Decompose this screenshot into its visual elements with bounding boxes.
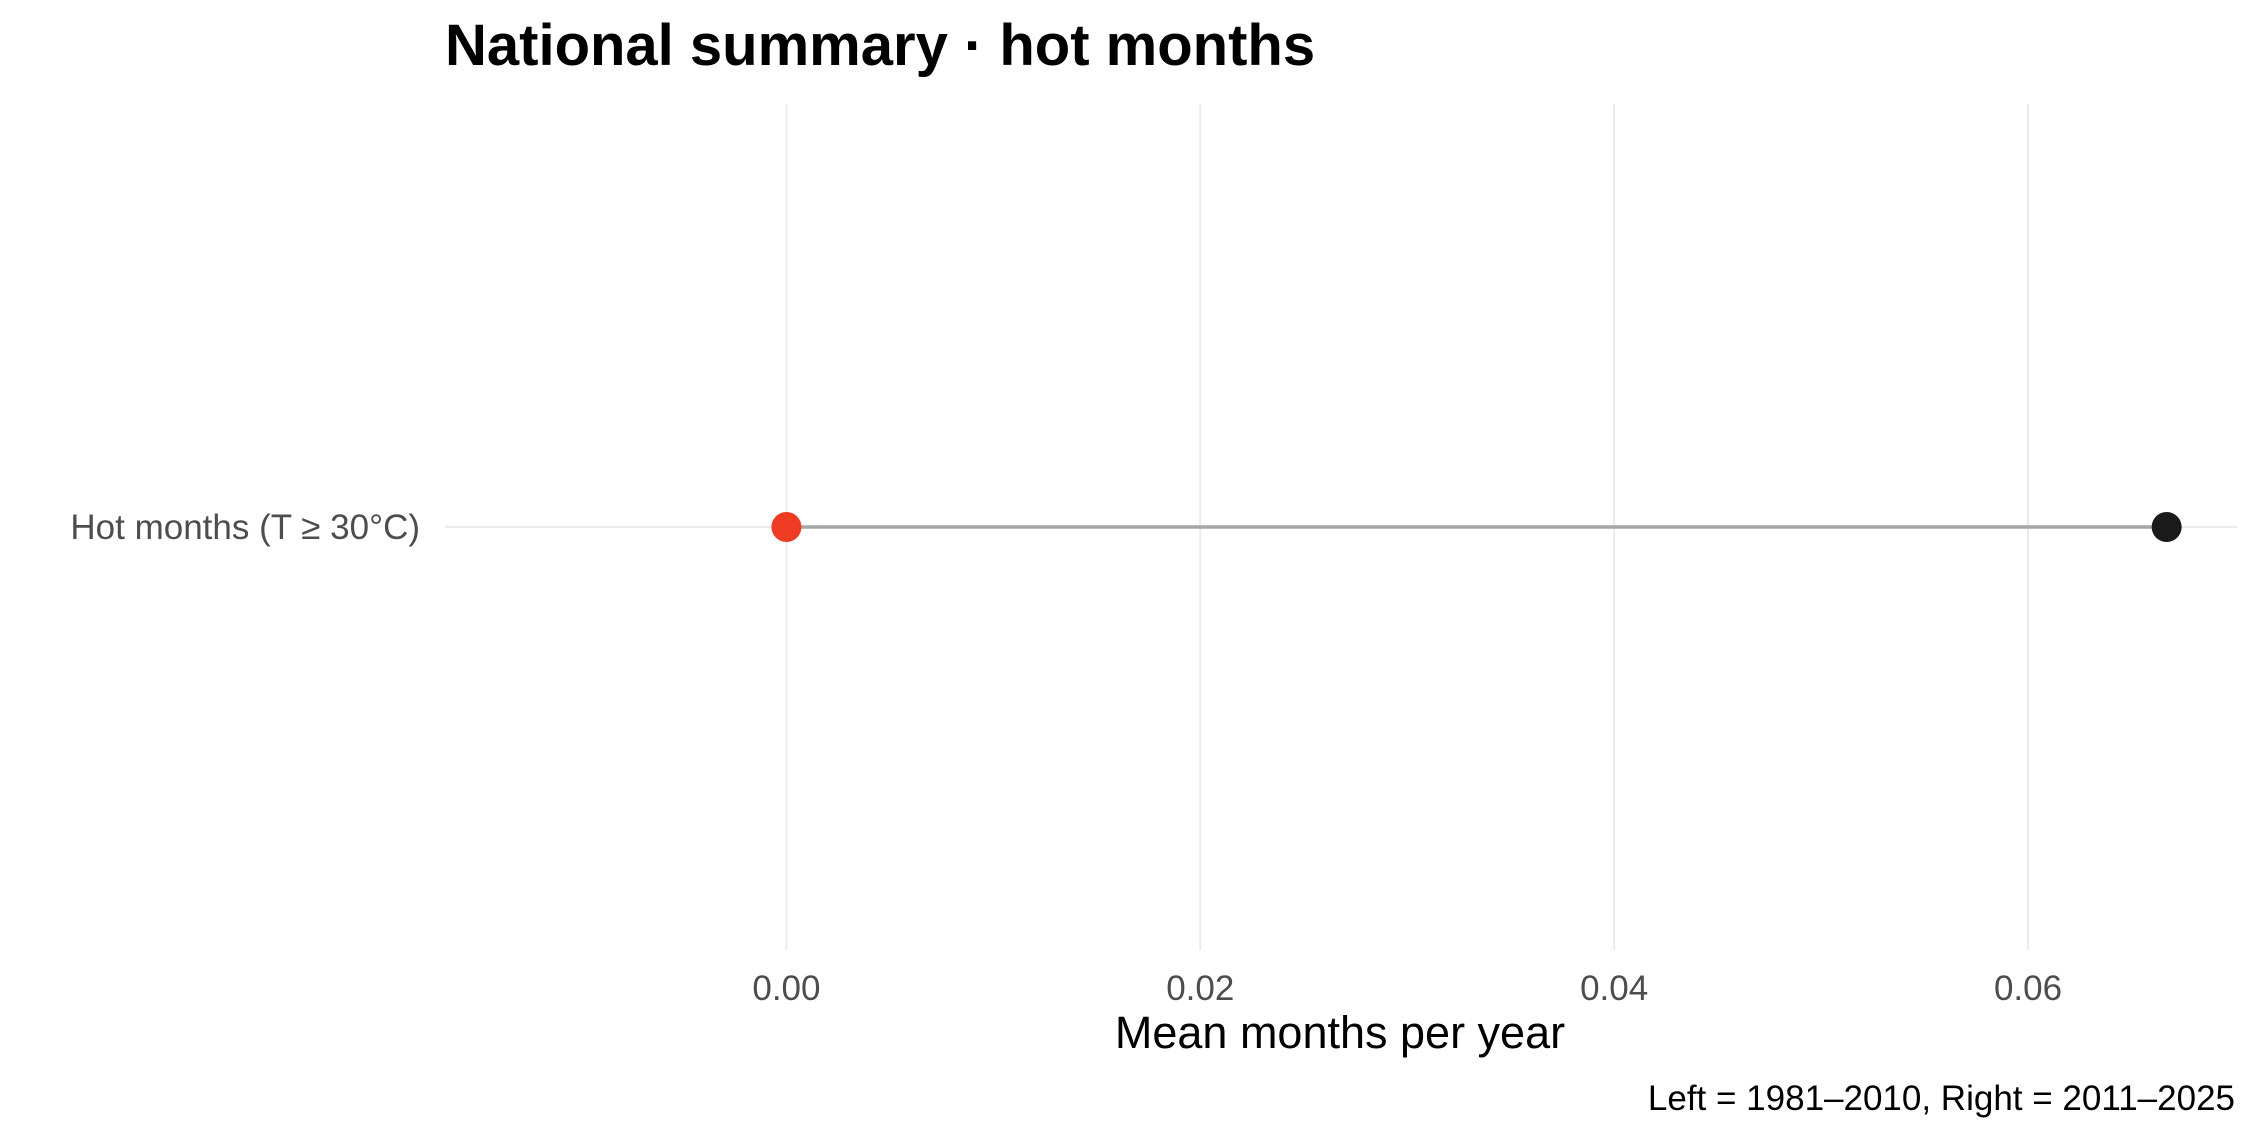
x-tick-label: 0.04 xyxy=(1580,969,1648,1008)
point-left-period xyxy=(771,512,802,542)
chart-title: National summary · hot months xyxy=(445,13,1315,78)
x-tick-labels: 0.00 0.02 0.04 0.06 xyxy=(752,969,2062,1008)
x-tick-label: 0.00 xyxy=(752,969,820,1008)
chart-caption: Left = 1981–2010, Right = 2011–2025 xyxy=(1648,1079,2235,1118)
x-axis-title: Mean months per year xyxy=(1115,1007,1565,1058)
category-labels: Hot months (T ≥ 30°C) xyxy=(70,508,420,547)
x-tick-label: 0.06 xyxy=(1994,969,2062,1008)
category-label: Hot months (T ≥ 30°C) xyxy=(70,508,420,547)
point-layer xyxy=(771,512,2182,542)
x-tick-label: 0.02 xyxy=(1166,969,1234,1008)
point-right-period xyxy=(2151,512,2182,542)
